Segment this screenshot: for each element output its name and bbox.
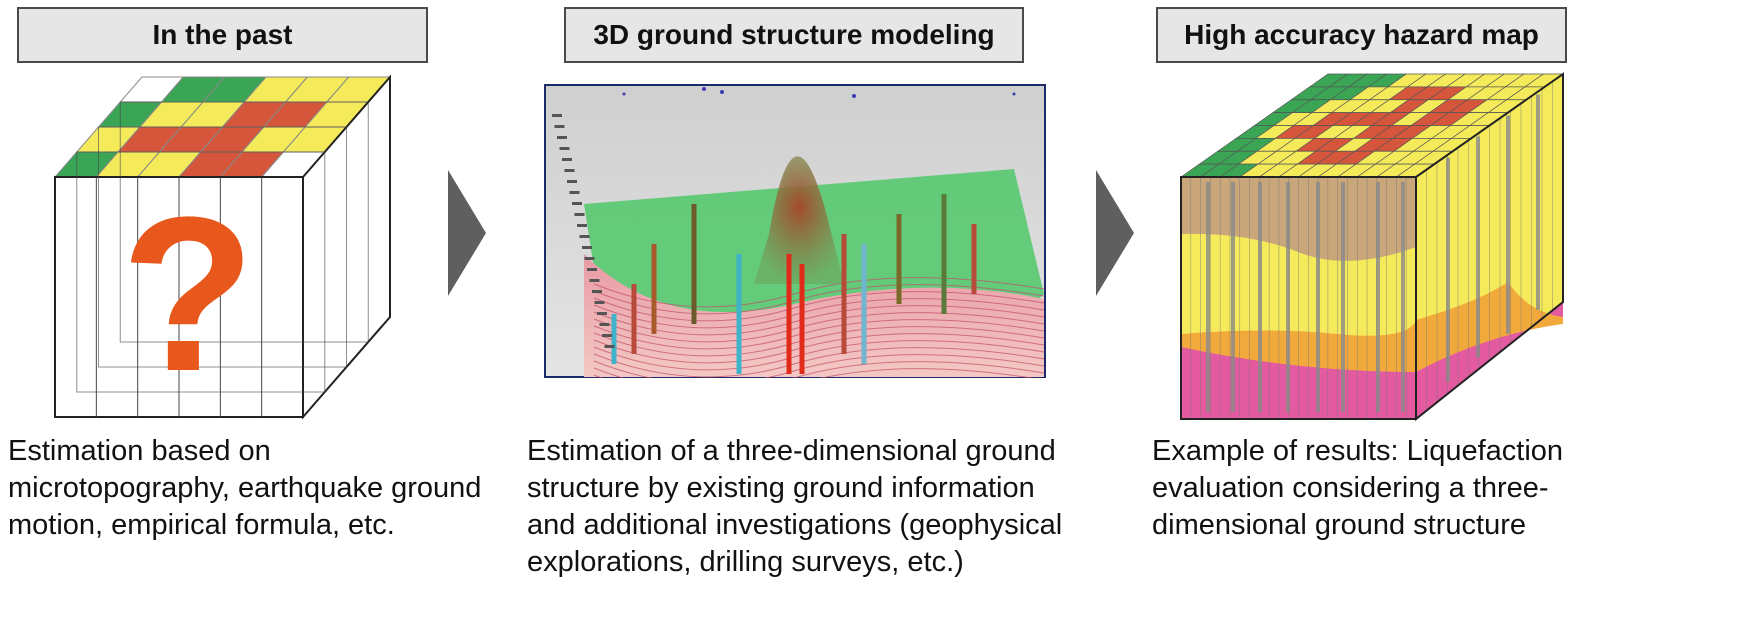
past-grid-cube: ? [53,74,392,420]
ground-model-render [544,84,1046,378]
header-in-the-past: In the past [17,7,428,63]
top-color-grid [53,76,392,178]
question-mark: ? [121,171,255,417]
hazard-map-cube [1179,72,1565,422]
liquefaction-color-grid [1179,73,1565,178]
caption-hazard: Example of results: Liquefaction evaluat… [1152,435,1564,541]
header-3d-modeling: 3D ground structure modeling [564,7,1024,63]
caption-past: Estimation based on microtopography, ear… [8,435,482,541]
header-hazard-map: High accuracy hazard map [1156,7,1567,63]
arrow-right-icon [1096,170,1134,296]
arrow-right-icon [448,170,486,296]
caption-modeling: Estimation of a three-dimensional ground… [527,435,1063,578]
